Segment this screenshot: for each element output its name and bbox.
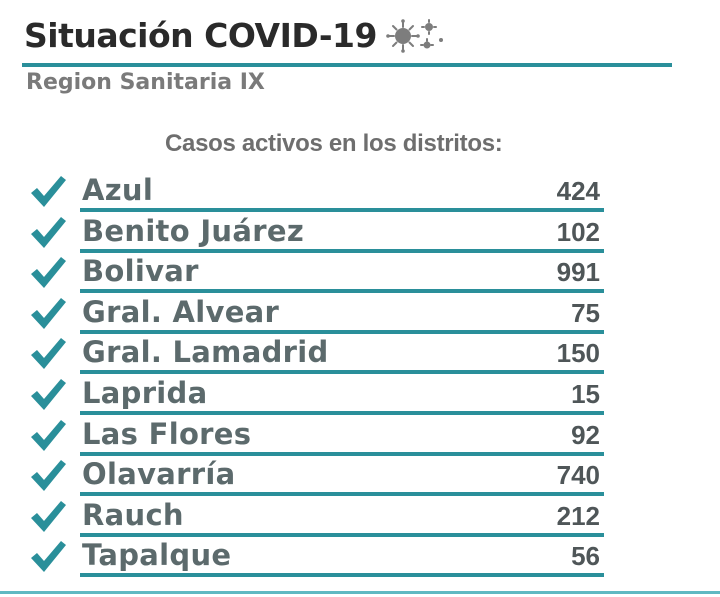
district-cases: 56 (571, 541, 600, 572)
district-name: Gral. Alvear (82, 294, 280, 329)
row-underline (80, 410, 604, 415)
row-underline (80, 208, 604, 212)
row-underline (80, 492, 604, 497)
check-icon (31, 419, 66, 451)
check-icon (31, 378, 66, 410)
row-underline (80, 573, 604, 578)
bottom-divider (0, 591, 720, 594)
district-row: Benito Juárez 102 (28, 213, 608, 254)
district-cases: 15 (571, 378, 600, 409)
district-row: Bolivar 991 (28, 253, 608, 294)
district-cases: 991 (556, 257, 600, 288)
check-icon (31, 257, 66, 289)
district-name: Tapalque (82, 538, 232, 573)
district-cases: 102 (556, 216, 600, 247)
district-name: Benito Juárez (82, 213, 304, 248)
check-icon (31, 216, 66, 248)
district-row: Las Flores 92 (28, 416, 608, 457)
district-cases: 212 (556, 500, 600, 531)
subtitle: Region Sanitaria IX (26, 70, 265, 95)
district-row: Gral. Alvear 75 (28, 294, 608, 335)
district-name: Laprida (82, 375, 208, 410)
virus-icon (386, 18, 443, 53)
page-title: Situación COVID-19 (24, 16, 377, 55)
district-row: Tapalque 56 (28, 537, 608, 578)
title-underline (22, 63, 672, 67)
district-name: Gral. Lamadrid (82, 335, 329, 370)
district-row: Olavarría 740 (28, 456, 608, 497)
title-row: Situación COVID-19 (24, 16, 449, 55)
district-row: Rauch 212 (28, 497, 608, 538)
district-name: Las Flores (82, 416, 252, 451)
row-underline (80, 451, 604, 456)
district-name: Bolivar (82, 254, 199, 289)
check-icon (31, 338, 66, 370)
check-icon (31, 176, 66, 207)
district-name: Olavarría (82, 457, 236, 492)
district-cases: 424 (556, 176, 600, 206)
district-row: Azul 424 (28, 172, 608, 213)
district-cases: 740 (556, 460, 600, 491)
district-cases: 150 (556, 338, 600, 369)
district-name: Azul (82, 173, 154, 207)
district-cases: 92 (571, 419, 600, 450)
district-row: Gral. Lamadrid 150 (28, 334, 608, 375)
check-icon (31, 500, 66, 532)
district-cases: 75 (571, 297, 600, 328)
district-row: Laprida 15 (28, 375, 608, 416)
check-icon (31, 541, 66, 573)
row-underline (80, 289, 604, 294)
check-icon (31, 460, 66, 492)
row-underline (80, 248, 604, 253)
section-heading: Casos activos en los distritos: (165, 130, 503, 157)
row-underline (80, 370, 604, 375)
row-underline (80, 329, 604, 334)
check-icon (31, 297, 66, 329)
district-list: Azul 424 Benito Juárez 102 Bolivar 991 Gral. A… (28, 172, 608, 578)
district-name: Rauch (82, 497, 184, 532)
row-underline (80, 532, 604, 537)
